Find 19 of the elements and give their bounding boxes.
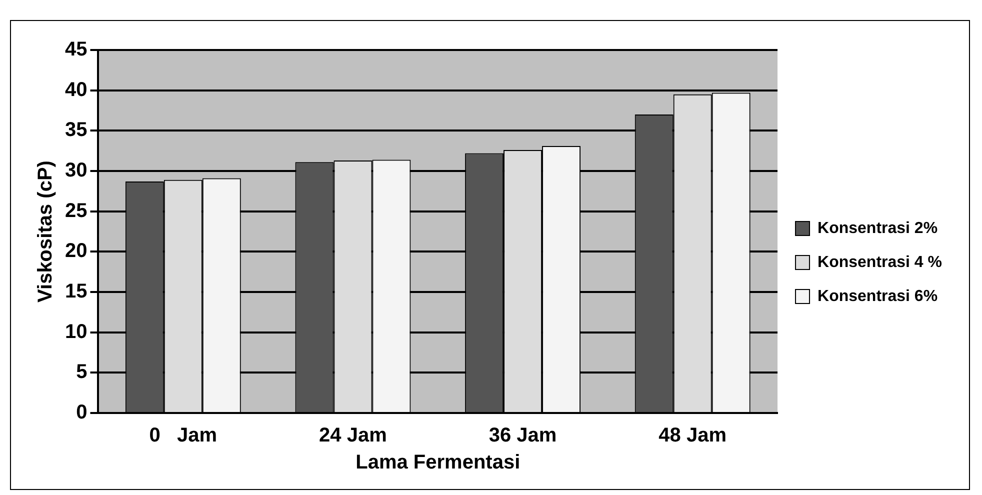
y-tick-label: 15	[64, 280, 88, 303]
x-tick-label: 48 Jam	[658, 424, 727, 447]
legend-label: Konsentrasi 4 %	[818, 254, 942, 271]
y-tick-label: 0	[76, 402, 88, 424]
y-tick-label: 20	[64, 240, 88, 262]
y-tick-label: 10	[64, 320, 88, 343]
y-tick-label: 40	[64, 78, 88, 101]
legend-label: Konsentrasi 6%	[818, 288, 938, 305]
legend-label: Konsentrasi 2%	[818, 220, 938, 237]
y-tick-label: 45	[64, 38, 88, 61]
y-tick-label: 35	[64, 119, 88, 142]
x-tick-label: 36 Jam	[488, 424, 557, 447]
y-tick-label: 5	[76, 361, 88, 384]
x-tick-label: 0 Jam	[149, 424, 218, 447]
x-tick-label: 24 Jam	[319, 424, 387, 447]
y-tick-label: 30	[64, 160, 88, 182]
y-tick-label: 25	[64, 200, 88, 222]
x-axis-title: Lama Fermentasi	[356, 452, 520, 474]
y-axis-title: Viskositas (cP)	[34, 160, 57, 302]
